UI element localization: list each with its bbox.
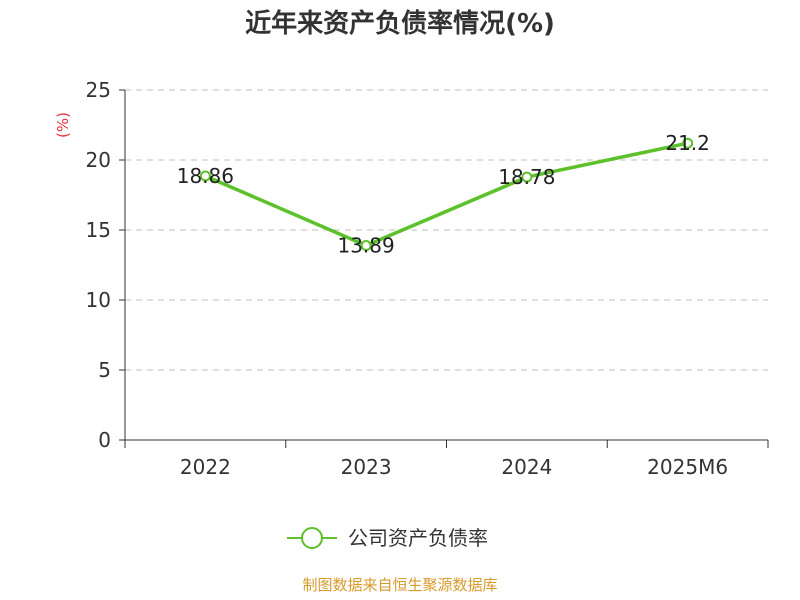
y-tick-label: 0 — [98, 428, 111, 452]
y-tick-label: 5 — [98, 358, 111, 382]
data-label: 18.78 — [498, 165, 555, 189]
y-axis-label: (%) — [54, 112, 72, 138]
y-tick-label: 10 — [86, 288, 111, 312]
series-lines — [203, 141, 690, 248]
chart-title: 近年来资产负债率情况(%) — [245, 9, 555, 39]
data-point — [682, 137, 694, 149]
legend-marker-swatch — [301, 527, 323, 549]
series-line — [203, 141, 690, 248]
axes: (%) 0 5 10 15 20 25 2022 2023 2024 2025M6 — [54, 78, 769, 479]
data-label: 21.2 — [665, 131, 710, 155]
x-tick-label: 2024 — [501, 455, 552, 479]
data-point — [199, 170, 211, 182]
series-markers — [199, 137, 694, 252]
data-point — [521, 171, 533, 183]
y-tick-label: 15 — [86, 218, 111, 242]
y-tick-label: 25 — [86, 78, 111, 102]
grid-lines — [125, 89, 768, 371]
data-label: 13.89 — [337, 234, 394, 258]
data-point — [360, 240, 372, 252]
legend[interactable]: 公司资产负债率 — [287, 526, 488, 550]
data-labels: 18.86 13.89 18.78 21.2 — [177, 131, 710, 257]
x-tick-label: 2025M6 — [647, 455, 728, 479]
x-tick-label: 2022 — [180, 455, 231, 479]
legend-entry-label: 公司资产负债率 — [348, 526, 488, 550]
y-tick-label: 20 — [86, 148, 111, 172]
source-note: 制图数据来自恒生聚源数据库 — [302, 576, 498, 594]
x-tick-label: 2023 — [341, 455, 392, 479]
data-label: 18.86 — [177, 164, 234, 188]
